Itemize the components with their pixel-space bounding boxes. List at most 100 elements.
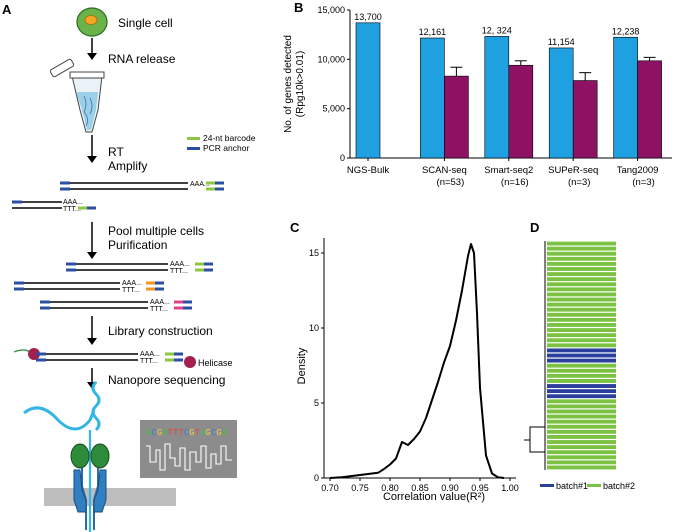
panel-b-chart: 0 5,000 10,000 15,000 13,700 NGS-Bulk 12,161 SC… — [317, 5, 672, 188]
arrow-2 — [87, 135, 97, 163]
legend-batch1-swatch — [540, 484, 554, 487]
panel-c-letter: C — [290, 220, 300, 235]
b-ytick-label: 0 — [340, 153, 345, 163]
library-molecule: AAA... TTT... Helicase — [13, 348, 233, 368]
sequence-text: ACGATTTCGTAGCGA — [146, 428, 228, 438]
batch-row — [547, 363, 616, 368]
c-xtick-label: 0.85 — [411, 483, 429, 493]
b-data-label: 12, 324 — [482, 25, 512, 35]
b-bar-total — [613, 36, 638, 159]
batch-row — [547, 465, 616, 470]
dendrogram — [524, 241, 546, 470]
legend-batch2-label: batch#2 — [603, 481, 635, 491]
batch-row — [547, 414, 616, 419]
legend-barcode-swatch — [187, 137, 200, 140]
b-ytick-label: 10,000 — [317, 54, 345, 64]
panel-d-legend: batch#1 batch#2 — [540, 481, 635, 491]
batch-row — [547, 389, 616, 394]
batch-row — [547, 272, 616, 277]
step-amplify: Amplify — [108, 159, 147, 173]
batch-row — [547, 307, 616, 312]
cell-icon — [76, 7, 108, 37]
step-rt: RT — [108, 145, 124, 159]
panel-a-letter: A — [2, 2, 12, 17]
panel-d: D batch#1 batch#2 — [524, 220, 635, 491]
batch-row — [547, 282, 616, 287]
cdna-group-1: AAA... AAA... TTT... — [12, 181, 224, 213]
legend-anchor-label: PCR anchor — [203, 143, 249, 153]
legend-barcode-label: 24-nt barcode — [203, 133, 256, 143]
polya-4: AAA... — [122, 280, 142, 287]
b-category-label: Smart-seq2 — [484, 165, 533, 176]
polyt-3: TTT... — [170, 268, 188, 275]
panel-b: B No. of genes detected (Rpg10k>0.01) 0 5… — [283, 0, 672, 188]
panel-c-chart: 0 5 10 15 0.70 0.75 0.80 0.85 0.90 0.95 1.00 — [309, 238, 519, 493]
batch-row — [547, 445, 616, 450]
helicase-label: Helicase — [198, 358, 233, 368]
batch-row — [547, 297, 616, 302]
panel-a-legend: 24-nt barcode PCR anchor — [187, 133, 256, 153]
legend-anchor-swatch — [187, 147, 200, 150]
batch-row — [547, 287, 616, 292]
b-bar-total — [420, 37, 445, 159]
batch-row — [547, 256, 616, 261]
c-xtick-label: 1.00 — [501, 483, 519, 493]
polyt-5: TTT... — [150, 306, 168, 313]
b-ytick-label: 5,000 — [322, 104, 345, 114]
arrow-4 — [87, 316, 97, 345]
b-category-n: (n=3) — [568, 177, 590, 188]
batch-row — [547, 343, 616, 348]
c-xtick-label: 0.75 — [351, 483, 369, 493]
legend-batch2-swatch — [587, 484, 601, 487]
batch-row — [547, 261, 616, 266]
motor-protein-left-icon — [28, 348, 40, 360]
c-ylabel: Density — [296, 347, 308, 384]
batch-row — [547, 267, 616, 271]
b-category-label: SCAN-seq — [422, 165, 467, 176]
c-xtick-label: 0.70 — [321, 483, 339, 493]
b-bar-detected — [572, 80, 598, 159]
b-bar-detected — [508, 64, 534, 159]
polyt-2: TTT... — [63, 206, 81, 213]
b-category-n: (n=16) — [501, 177, 529, 188]
batch-row — [547, 429, 616, 434]
batch-row — [547, 358, 616, 363]
batch-row — [547, 241, 616, 246]
batch-row — [547, 348, 616, 353]
b-bar-detected — [444, 75, 469, 159]
batch-row — [547, 394, 616, 399]
legend-batch1-label: batch#1 — [556, 481, 588, 491]
step-single-cell: Single cell — [118, 16, 173, 30]
batch-row — [547, 419, 616, 424]
b-bar-total — [355, 22, 381, 159]
batch-row — [547, 277, 616, 282]
b-category-n: (n=53) — [437, 177, 465, 188]
step-pool: Pool multiple cells — [108, 224, 204, 238]
b-data-label: 12,238 — [612, 26, 640, 36]
nanopore-illustration — [23, 380, 176, 532]
batch-row — [547, 404, 616, 409]
panel-c: C Density Correlation value(R²) 0 5 10 15 0.… — [290, 220, 519, 503]
batch-row — [547, 353, 616, 358]
b-category-label: Tang2009 — [617, 165, 659, 176]
polya-6: AAA... — [140, 351, 160, 358]
batch-row — [547, 323, 616, 327]
batch-row — [547, 338, 616, 343]
b-bar-total — [548, 47, 574, 159]
batch-row — [547, 292, 616, 297]
b-ytick-label: 15,000 — [317, 5, 345, 15]
batch-row — [547, 424, 616, 429]
step-purification: Purification — [108, 238, 167, 252]
step-nanopore: Nanopore sequencing — [108, 373, 225, 387]
batch-row — [547, 302, 616, 307]
c-xtick-label: 0.95 — [471, 483, 489, 493]
batch-row — [547, 333, 616, 338]
pooled-molecules: AAA... TTT... AAA... TTT... AAA... TTT..… — [14, 261, 213, 313]
batch-row — [547, 328, 616, 332]
c-ytick-label: 10 — [309, 323, 319, 333]
membrane — [44, 488, 176, 506]
polyt-6: TTT... — [140, 358, 158, 365]
polya-3: AAA... — [170, 261, 190, 268]
batch-row — [547, 312, 616, 317]
